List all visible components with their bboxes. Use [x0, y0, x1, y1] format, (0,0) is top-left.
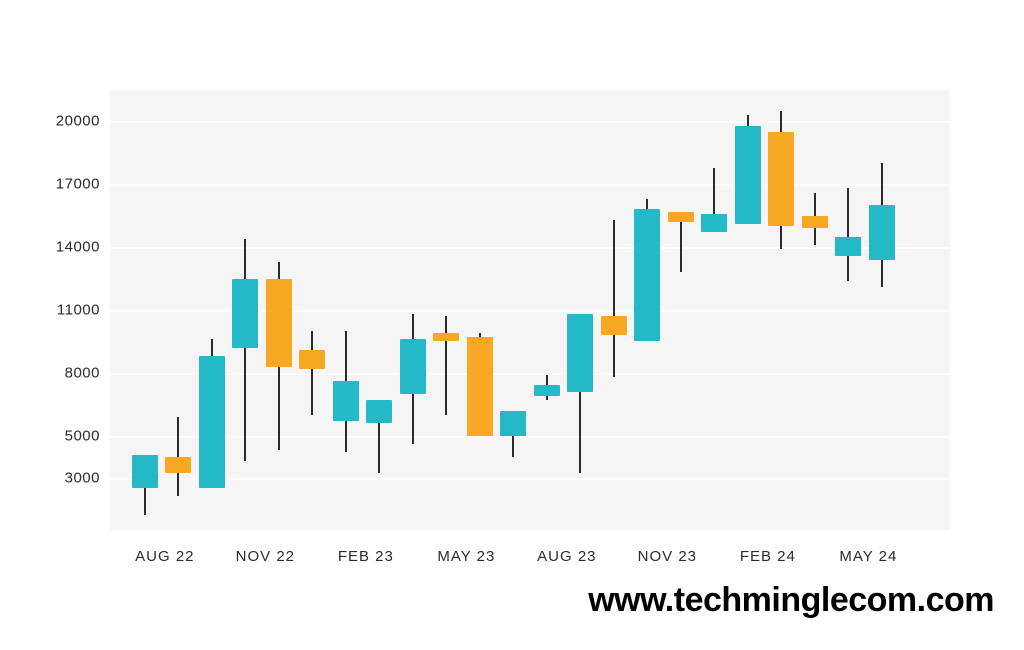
candlestick-body	[735, 126, 761, 224]
candlestick-body	[366, 400, 392, 423]
y-axis-tick: 17000	[56, 176, 110, 193]
candlestick	[333, 90, 359, 530]
candlestick	[668, 90, 694, 530]
candlestick-wick	[244, 239, 246, 461]
candlestick-body	[132, 455, 158, 489]
candlestick	[835, 90, 861, 530]
candlestick-body	[199, 356, 225, 488]
plot-area: 30005000800011000140001700020000AUG 22NO…	[110, 90, 950, 530]
chart-container: 3000 5000 8000 11000 14000 17000 20000 AUG 22 NO…	[0, 0, 1024, 650]
y-axis-tick: 20000	[56, 113, 110, 130]
candlestick-body	[701, 214, 727, 233]
candlestick-body	[768, 132, 794, 226]
candlestick-wick	[311, 331, 313, 415]
x-axis-tick: MAY 23	[437, 530, 495, 565]
candlestick	[165, 90, 191, 530]
candlestick	[299, 90, 325, 530]
x-axis-tick: MAY 24	[839, 530, 897, 565]
x-axis-tick: AUG 22	[135, 530, 194, 565]
watermark-text: www.techminglecom.com	[588, 581, 994, 620]
candlestick-wick	[445, 316, 447, 414]
candlestick	[232, 90, 258, 530]
candlestick	[802, 90, 828, 530]
y-axis-tick: 14000	[56, 239, 110, 256]
y-axis-tick: 11000	[57, 302, 110, 319]
x-axis-tick: NOV 23	[638, 530, 697, 565]
candlestick	[768, 90, 794, 530]
candlestick	[199, 90, 225, 530]
candlestick-body	[668, 212, 694, 222]
candlestick	[634, 90, 660, 530]
candlestick	[433, 90, 459, 530]
candlestick	[132, 90, 158, 530]
y-axis-tick: 8000	[65, 364, 110, 381]
x-axis-tick: AUG 23	[537, 530, 596, 565]
candlestick-body	[567, 314, 593, 392]
candlestick	[400, 90, 426, 530]
candlestick-wick	[613, 220, 615, 377]
candlestick-body	[802, 216, 828, 229]
candlestick-body	[601, 316, 627, 335]
candlestick	[467, 90, 493, 530]
candlestick-body	[400, 339, 426, 393]
candlestick	[534, 90, 560, 530]
candlestick-body	[266, 279, 292, 367]
x-axis-tick: FEB 23	[338, 530, 394, 565]
y-axis-tick: 5000	[65, 427, 110, 444]
candlestick	[869, 90, 895, 530]
candlestick-body	[534, 385, 560, 395]
candlestick-body	[634, 209, 660, 341]
candlestick	[701, 90, 727, 530]
candlestick-body	[433, 333, 459, 341]
candlestick-body	[333, 381, 359, 421]
y-axis-tick: 3000	[65, 469, 110, 486]
candlestick-body	[869, 205, 895, 259]
candlestick	[500, 90, 526, 530]
candlestick	[366, 90, 392, 530]
x-axis-tick: NOV 22	[236, 530, 295, 565]
candlestick	[735, 90, 761, 530]
candlestick	[601, 90, 627, 530]
candlestick-body	[467, 337, 493, 435]
candlestick-body	[299, 350, 325, 369]
candlestick-wick	[847, 188, 849, 280]
x-axis-tick: FEB 24	[740, 530, 796, 565]
candlestick-body	[232, 279, 258, 348]
candlestick-body	[835, 237, 861, 256]
candlestick-body	[165, 457, 191, 474]
candlestick	[567, 90, 593, 530]
candlestick	[266, 90, 292, 530]
candlestick-body	[500, 411, 526, 436]
